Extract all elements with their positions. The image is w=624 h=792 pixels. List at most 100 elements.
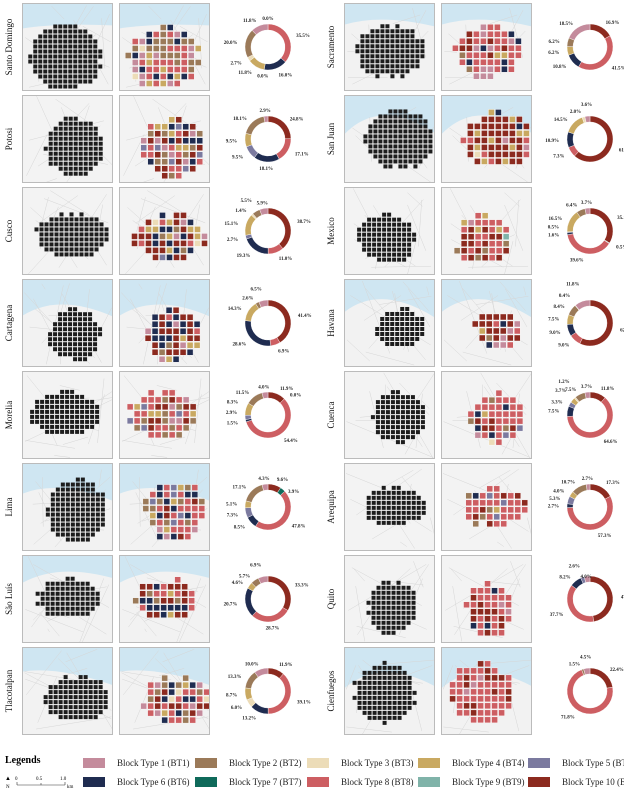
city-block xyxy=(89,690,93,694)
city-block xyxy=(428,149,432,153)
city-block xyxy=(58,40,62,44)
city-block xyxy=(185,506,191,512)
city-block xyxy=(400,34,404,38)
city-block xyxy=(402,521,406,525)
city-block xyxy=(141,138,147,144)
city-block xyxy=(160,233,166,239)
city-block xyxy=(74,167,78,171)
city-block xyxy=(75,395,79,399)
city-block xyxy=(59,162,63,166)
city-block xyxy=(397,233,401,237)
city-block xyxy=(411,420,415,424)
city-block xyxy=(413,144,417,148)
city-block xyxy=(383,681,387,685)
city-block xyxy=(457,689,463,695)
city-block xyxy=(74,172,78,176)
city-block xyxy=(501,31,507,37)
city-block xyxy=(162,703,168,709)
city-block xyxy=(373,681,377,685)
city-block xyxy=(89,122,93,126)
city-block xyxy=(382,253,386,257)
city-block xyxy=(81,587,85,591)
city-block xyxy=(81,612,85,616)
city-block xyxy=(65,400,69,404)
city-block xyxy=(63,332,67,336)
city-block xyxy=(391,395,395,399)
city-block xyxy=(183,166,189,172)
city-block xyxy=(83,337,87,341)
city-block xyxy=(372,506,376,510)
city-block xyxy=(79,675,83,679)
city-block xyxy=(481,123,487,129)
city-block xyxy=(127,404,133,410)
city-block xyxy=(78,55,82,59)
city-block xyxy=(496,425,502,431)
city-block xyxy=(157,513,163,519)
city-block xyxy=(507,335,513,341)
city-block xyxy=(372,501,376,505)
city-block xyxy=(150,499,156,505)
city-block xyxy=(153,74,159,80)
city-block xyxy=(157,534,163,540)
city-block xyxy=(51,518,55,522)
city-block xyxy=(192,485,198,491)
city-block xyxy=(141,418,147,424)
city-block xyxy=(75,405,79,409)
city-block xyxy=(492,609,498,615)
city-block xyxy=(380,317,384,321)
city-block xyxy=(401,435,405,439)
city-block xyxy=(509,151,515,157)
city-block xyxy=(420,317,424,321)
city-block xyxy=(89,715,93,719)
city-block xyxy=(176,703,182,709)
city-block xyxy=(487,493,493,499)
city-block xyxy=(422,506,426,510)
donut-label: 4.0% xyxy=(258,385,269,390)
city-block xyxy=(74,127,78,131)
city-block xyxy=(180,335,186,341)
city-block xyxy=(375,54,379,58)
city-block xyxy=(71,577,75,581)
city-block xyxy=(81,518,85,522)
city-block xyxy=(197,138,203,144)
city-block xyxy=(365,54,369,58)
city-block xyxy=(363,691,367,695)
city-block xyxy=(363,706,367,710)
city-block xyxy=(385,312,389,316)
city-block xyxy=(139,226,145,232)
city-block xyxy=(478,717,484,723)
city-block xyxy=(383,139,387,143)
city-block xyxy=(493,342,499,348)
city-block xyxy=(402,253,406,257)
city-block xyxy=(146,219,152,225)
city-block xyxy=(169,682,175,688)
city-block xyxy=(478,623,484,629)
city-block xyxy=(53,70,57,74)
city-block xyxy=(507,342,513,348)
city-block xyxy=(69,710,73,714)
city-block xyxy=(159,356,165,362)
legend-swatch xyxy=(195,758,217,768)
city-block xyxy=(417,516,421,520)
city-block xyxy=(173,335,179,341)
city-block xyxy=(412,511,416,515)
city-block xyxy=(375,29,379,33)
city-block xyxy=(146,53,152,59)
city-block xyxy=(461,248,467,254)
city-block xyxy=(397,581,401,585)
city-block xyxy=(64,127,68,131)
city-block xyxy=(392,616,396,620)
city-block xyxy=(400,317,404,321)
city-block xyxy=(482,213,488,219)
city-block xyxy=(88,327,92,331)
city-block xyxy=(176,152,182,158)
city-block xyxy=(378,129,382,133)
city-block xyxy=(83,65,87,69)
city-block xyxy=(372,243,376,247)
city-block xyxy=(485,696,491,702)
city-block xyxy=(134,404,140,410)
city-block xyxy=(95,227,99,231)
city-block xyxy=(71,592,75,596)
donut-label: 3.9% xyxy=(288,490,299,495)
city-block xyxy=(522,500,528,506)
